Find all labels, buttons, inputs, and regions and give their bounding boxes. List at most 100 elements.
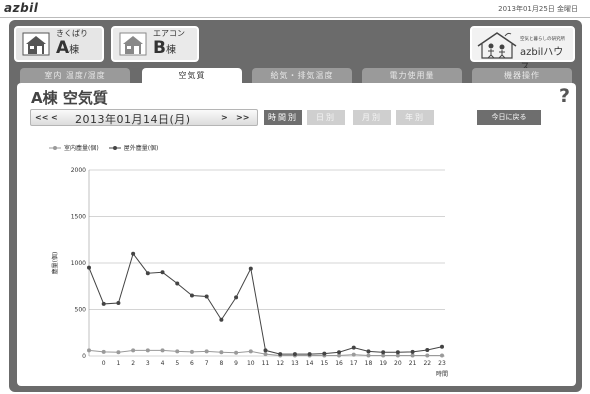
house-logo-icon [477, 32, 517, 59]
data-point-outdoor [381, 350, 386, 355]
tab-device-control[interactable]: 機器操作 [472, 68, 572, 83]
house-icon [119, 32, 147, 56]
y-tick-label: 0 [82, 353, 86, 360]
tab-power-usage[interactable]: 電力使用量 [362, 68, 462, 83]
x-tick-label: 10 [247, 360, 255, 367]
data-point-outdoor [425, 347, 430, 352]
data-point-indoor [219, 350, 224, 355]
legend-label-outdoor: 屋外塵量(個) [123, 145, 159, 152]
y-tick-label: 1000 [71, 260, 86, 267]
data-point-indoor [248, 349, 253, 354]
building-b-button[interactable]: エアコン B棟 [111, 26, 199, 62]
legend-item-outdoor: 屋外塵量(個) [108, 143, 159, 152]
data-point-outdoor [204, 294, 209, 299]
data-point-indoor [160, 348, 165, 353]
data-point-indoor [204, 349, 209, 354]
data-point-outdoor [219, 317, 224, 322]
tab-air-quality[interactable]: 空気質 [142, 68, 242, 86]
data-point-outdoor [248, 266, 253, 271]
x-tick-label: 2 [131, 360, 135, 367]
legend-marker-indoor [49, 145, 61, 150]
data-point-outdoor [410, 349, 415, 354]
data-point-outdoor [366, 349, 371, 354]
x-tick-label: 14 [306, 360, 314, 367]
x-tick-label: 8 [219, 360, 223, 367]
current-date: 2013年01月25日 金曜日 [498, 5, 578, 13]
chart-legend: 室内塵量(個) 屋外塵量(個) [49, 143, 168, 152]
data-point-indoor [395, 353, 400, 358]
building-b-letter: B [153, 37, 166, 58]
series-line-outdoor [88, 252, 443, 355]
x-tick-label: 7 [205, 360, 209, 367]
azbil-logo: azbil [4, 1, 39, 15]
data-point-outdoor [101, 301, 106, 306]
current-date-label: 2013年01月14日(月) [75, 113, 191, 126]
tab-supply-exhaust-temp[interactable]: 給気・排気温度 [252, 68, 352, 83]
period-yearly-button[interactable]: 年別 [396, 110, 434, 125]
y-tick-label: 1500 [71, 214, 86, 221]
brand-name: azbilハウス [520, 47, 564, 73]
y-tick-label: 500 [75, 307, 87, 314]
x-tick-label: 17 [350, 360, 358, 367]
data-point-outdoor [234, 295, 239, 300]
legend-marker-outdoor [108, 145, 121, 150]
help-icon[interactable]: ? [558, 85, 570, 107]
building-b-label: エアコン [153, 28, 185, 38]
data-point-outdoor [145, 271, 150, 276]
data-point-indoor [145, 348, 150, 353]
data-point-indoor [425, 353, 430, 358]
x-tick-label: 20 [394, 360, 402, 367]
legend-item-indoor: 室内塵量(個) [49, 143, 99, 152]
data-point-outdoor [189, 293, 194, 298]
data-point-outdoor [131, 251, 136, 256]
x-tick-label: 16 [335, 360, 343, 367]
prev-page-button[interactable]: < [51, 113, 58, 122]
period-daily-button[interactable]: 日別 [307, 110, 345, 125]
data-point-indoor [410, 353, 415, 358]
x-tick-label: 12 [276, 360, 284, 367]
last-page-button[interactable]: >> [236, 113, 250, 122]
x-tick-label: 1 [117, 360, 121, 367]
page-title: A棟 空気質 [31, 89, 108, 107]
data-point-outdoor [116, 300, 121, 305]
data-point-outdoor [278, 352, 283, 357]
data-point-indoor [366, 353, 371, 358]
y-axis-label: 塵量(個) [51, 252, 59, 275]
building-a-label: きくばり [56, 28, 88, 38]
x-tick-label: 19 [379, 360, 387, 367]
data-point-indoor [337, 353, 342, 358]
data-point-outdoor [440, 344, 444, 349]
house-icon [22, 32, 50, 56]
x-tick-label: 21 [409, 360, 417, 367]
data-point-outdoor [87, 265, 91, 270]
tab-room-temp-humidity[interactable]: 室内 温度/湿度 [20, 68, 130, 83]
x-axis-label: 時間 [436, 370, 448, 378]
building-a-suffix: 棟 [69, 44, 80, 56]
date-navigator: << < 2013年01月14日(月) > >> [30, 109, 258, 126]
data-point-outdoor [307, 352, 312, 357]
data-point-outdoor [263, 348, 268, 353]
data-point-outdoor [322, 351, 327, 356]
period-monthly-button[interactable]: 月別 [353, 110, 391, 125]
legend-label-indoor: 室内塵量(個) [64, 145, 99, 152]
first-page-button[interactable]: << [35, 113, 49, 122]
top-bar: azbil 2013年01月25日 金曜日 [0, 0, 590, 18]
data-point-indoor [381, 353, 386, 358]
y-tick-label: 2000 [71, 167, 86, 174]
data-point-indoor [234, 350, 239, 355]
x-tick-label: 11 [262, 360, 270, 367]
x-tick-label: 13 [291, 360, 299, 367]
building-a-button[interactable]: きくばり A棟 [14, 26, 104, 62]
x-tick-label: 18 [365, 360, 373, 367]
data-point-indoor [131, 348, 136, 353]
next-page-button[interactable]: > [221, 113, 228, 122]
tab-bar: 室内 温度/湿度 空気質 給気・排気温度 電力使用量 機器操作 [20, 68, 580, 86]
x-tick-label: 4 [161, 360, 165, 367]
back-to-today-button[interactable]: 今日に戻る [477, 110, 541, 125]
brand-tagline: 空気と暮らしの研究所 [520, 37, 565, 42]
building-b-suffix: 棟 [165, 44, 176, 56]
period-hourly-button[interactable]: 時間別 [264, 110, 302, 125]
data-point-indoor [440, 353, 444, 358]
data-point-indoor [116, 350, 121, 355]
